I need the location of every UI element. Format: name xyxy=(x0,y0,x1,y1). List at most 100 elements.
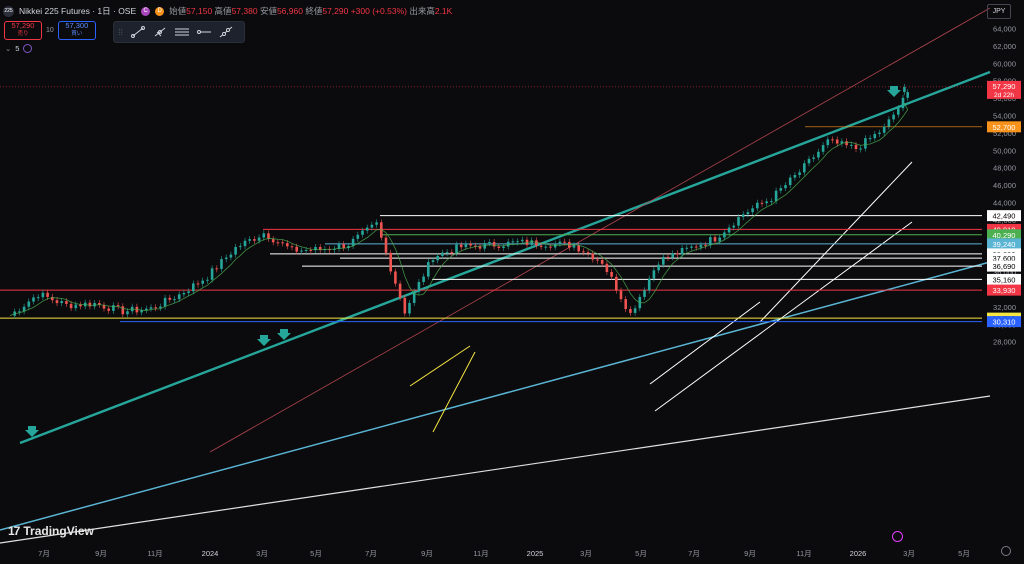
x-tick-label: 3月 xyxy=(580,549,592,558)
candle-body xyxy=(897,108,900,115)
candle-body xyxy=(502,246,505,248)
badge-c: C xyxy=(141,6,151,16)
candle-body xyxy=(577,245,580,252)
buy-button[interactable]: 57,300 買い xyxy=(57,21,96,40)
multi-line-icon[interactable] xyxy=(172,24,192,40)
candle-body xyxy=(177,294,181,300)
candle-body xyxy=(412,291,416,303)
sell-button[interactable]: 57,290 売り xyxy=(4,21,42,40)
candle-body xyxy=(765,201,768,204)
candle-body xyxy=(549,246,552,248)
x-tick-label: 7月 xyxy=(688,549,700,558)
candle-body xyxy=(709,237,712,246)
candle-body xyxy=(539,245,543,247)
candle-body xyxy=(864,138,867,149)
candle-body xyxy=(727,227,731,233)
candle-body xyxy=(51,296,54,301)
level-price-label: 42,490 xyxy=(993,212,1016,221)
yellow-channel-lower[interactable] xyxy=(432,351,476,433)
horizontal-ray-icon[interactable] xyxy=(194,24,214,40)
trend-line-icon[interactable] xyxy=(128,24,148,40)
candle-body xyxy=(882,126,886,133)
candle-body xyxy=(431,260,435,263)
candle-body xyxy=(370,224,374,228)
x-tick-label: 2024 xyxy=(202,549,219,558)
candle-body xyxy=(652,270,656,279)
candle-body xyxy=(74,304,78,309)
candle-body xyxy=(427,262,430,277)
alert-icon[interactable] xyxy=(892,531,903,542)
candle-body xyxy=(318,246,322,250)
candle-body xyxy=(201,280,204,284)
candle-body xyxy=(445,252,449,254)
candle-body xyxy=(159,306,162,309)
candle-body xyxy=(671,253,674,258)
indicator-toggle[interactable]: ⌄ 5 xyxy=(5,44,33,53)
candle-body xyxy=(845,141,848,146)
candle-body xyxy=(469,243,472,246)
candle-body xyxy=(662,256,665,265)
candle-body xyxy=(46,292,49,297)
fib-tool-icon[interactable] xyxy=(150,24,170,40)
volume-value: 2.1K xyxy=(434,6,453,16)
quantity-value[interactable]: 10 xyxy=(46,27,54,34)
red-diagonal-line[interactable] xyxy=(209,7,991,453)
candle-body xyxy=(361,230,364,235)
yellow-channel-upper[interactable] xyxy=(409,345,471,387)
candle-body xyxy=(544,246,548,248)
y-tick-label: 28,000 xyxy=(993,338,1016,347)
candle-body xyxy=(403,297,407,314)
candle-body xyxy=(459,244,463,248)
candle-body xyxy=(624,299,627,310)
y-tick-label: 32,000 xyxy=(993,303,1016,312)
channel-steep-line[interactable] xyxy=(759,161,913,323)
candle-body xyxy=(342,244,345,249)
candle-body xyxy=(506,241,510,247)
marker-arrow-icon xyxy=(277,329,291,340)
symbol-title[interactable]: Nikkei 225 Futures · 1日 · OSE xyxy=(19,6,137,16)
channel-upper-line[interactable] xyxy=(649,301,761,385)
candle-body xyxy=(300,250,303,252)
candle-body xyxy=(756,202,759,209)
drag-handle-icon[interactable]: ⁞⁞ xyxy=(118,27,124,37)
tradingview-logo[interactable]: 17 TradingView xyxy=(8,524,94,538)
x-tick-label: 9月 xyxy=(95,549,107,558)
candle-body xyxy=(516,241,519,243)
tradingview-logo-icon: 17 xyxy=(8,524,20,538)
trade-panel: 57,290 売り 10 57,300 買い xyxy=(4,21,96,40)
last-price-label: 57,290 xyxy=(993,82,1016,91)
extended-line-icon[interactable] xyxy=(216,24,236,40)
candle-body xyxy=(417,281,421,292)
y-tick-label: 46,000 xyxy=(993,181,1016,190)
candle-body xyxy=(36,297,40,299)
low-value: 56,960 xyxy=(276,6,303,16)
open-label: 始値 xyxy=(169,6,187,16)
blue-trend-line[interactable] xyxy=(0,261,991,531)
main-trend-line[interactable] xyxy=(19,70,991,445)
candle-body xyxy=(610,271,613,277)
level-price-tag xyxy=(987,316,1021,328)
candle-body xyxy=(591,253,595,260)
candle-body xyxy=(563,241,566,243)
level-price-label: 35,160 xyxy=(993,275,1016,284)
candle-body xyxy=(600,260,604,264)
x-tick-label: 3月 xyxy=(903,549,915,558)
candle-body xyxy=(699,244,703,248)
gear-icon[interactable] xyxy=(1001,546,1011,556)
visibility-icon[interactable] xyxy=(23,44,33,53)
candle-body xyxy=(286,243,289,247)
white-long-trend-line[interactable] xyxy=(0,395,991,544)
currency-selector[interactable]: JPY xyxy=(987,4,1011,19)
volume-label: 出来高 xyxy=(409,6,435,16)
candle-body xyxy=(737,217,740,226)
candle-body xyxy=(309,249,313,251)
candle-body xyxy=(793,175,797,178)
candle-body xyxy=(760,202,764,204)
candle-body xyxy=(182,293,186,295)
candle-body xyxy=(55,300,59,304)
y-tick-label: 50,000 xyxy=(993,146,1016,155)
candle-body xyxy=(173,299,176,301)
candle-body xyxy=(304,249,308,251)
